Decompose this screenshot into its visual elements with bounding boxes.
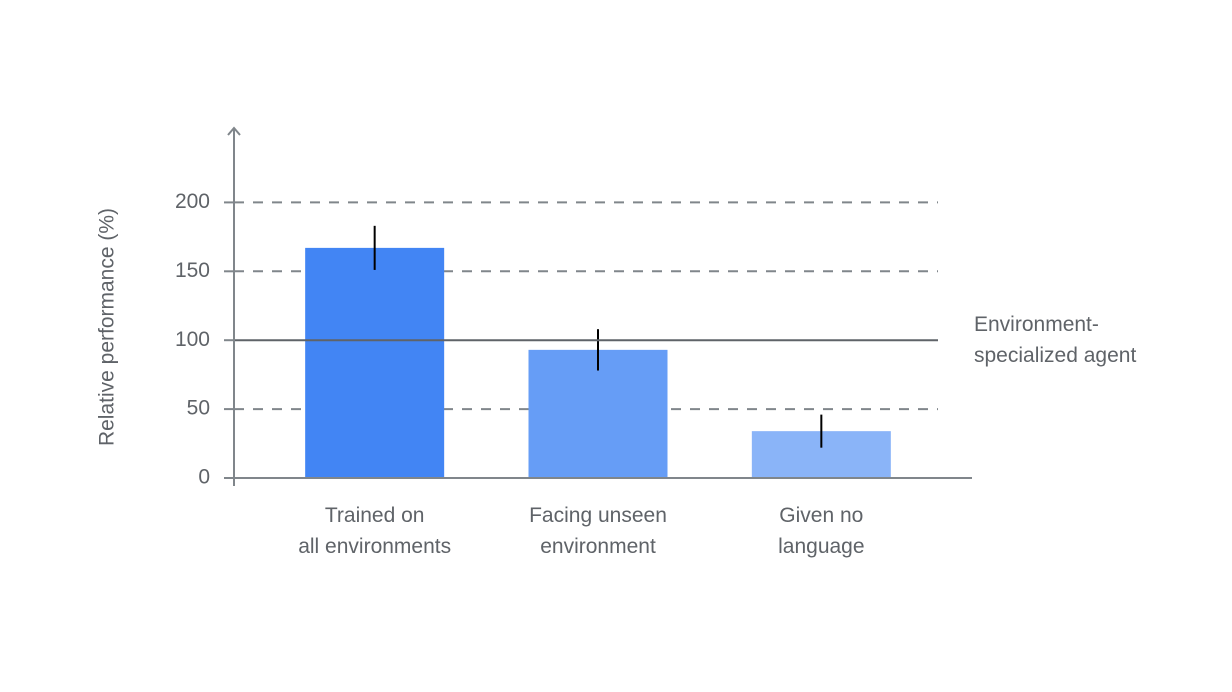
y-tick-label: 150: [175, 259, 210, 282]
x-tick-label: Trained on all environments: [298, 504, 452, 558]
y-tick-label: 200: [175, 190, 210, 213]
y-axis-label: Relative performance (%): [96, 208, 119, 446]
reference-label: Environment- specialized agent: [974, 313, 1137, 368]
bar: [528, 349, 668, 478]
y-axis-arrow: [227, 126, 241, 136]
x-tick-label: Facing unseen environment: [529, 504, 667, 558]
y-tick-label: 50: [187, 397, 210, 420]
x-tick-label: Given no language: [778, 504, 865, 558]
y-tick-label: 100: [175, 328, 210, 351]
y-tick-label: 0: [198, 466, 210, 489]
bar: [305, 247, 445, 478]
